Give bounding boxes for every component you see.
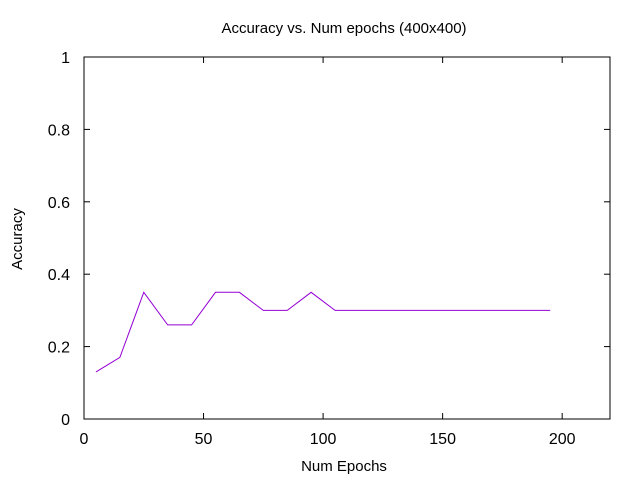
y-tick-label: 1: [61, 50, 70, 67]
chart-title: Accuracy vs. Num epochs (400x400): [221, 20, 466, 37]
x-tick-label: 100: [310, 431, 337, 448]
y-tick-label: 0.2: [48, 340, 70, 357]
x-tick-label: 200: [549, 431, 576, 448]
axis-ticks: [83, 56, 610, 420]
series-layer: [95, 291, 551, 373]
plot-area-frame: [83, 56, 611, 420]
y-tick-label: 0.8: [48, 122, 70, 139]
x-tick-label: 0: [80, 431, 89, 448]
x-tick-label: 50: [195, 431, 213, 448]
y-tick-label: 0.4: [48, 267, 70, 284]
axis-tick-labels: 0 50 100 150 200 0 0.2 0.4 0.6 0.8 1: [48, 50, 576, 448]
y-tick-label: 0.6: [48, 195, 70, 212]
x-axis-label: Num Epochs: [301, 458, 387, 475]
series-line: [95, 291, 551, 373]
y-axis-label: Accuracy: [9, 208, 26, 270]
y-tick-label: 0: [61, 412, 70, 429]
x-tick-label: 150: [429, 431, 456, 448]
